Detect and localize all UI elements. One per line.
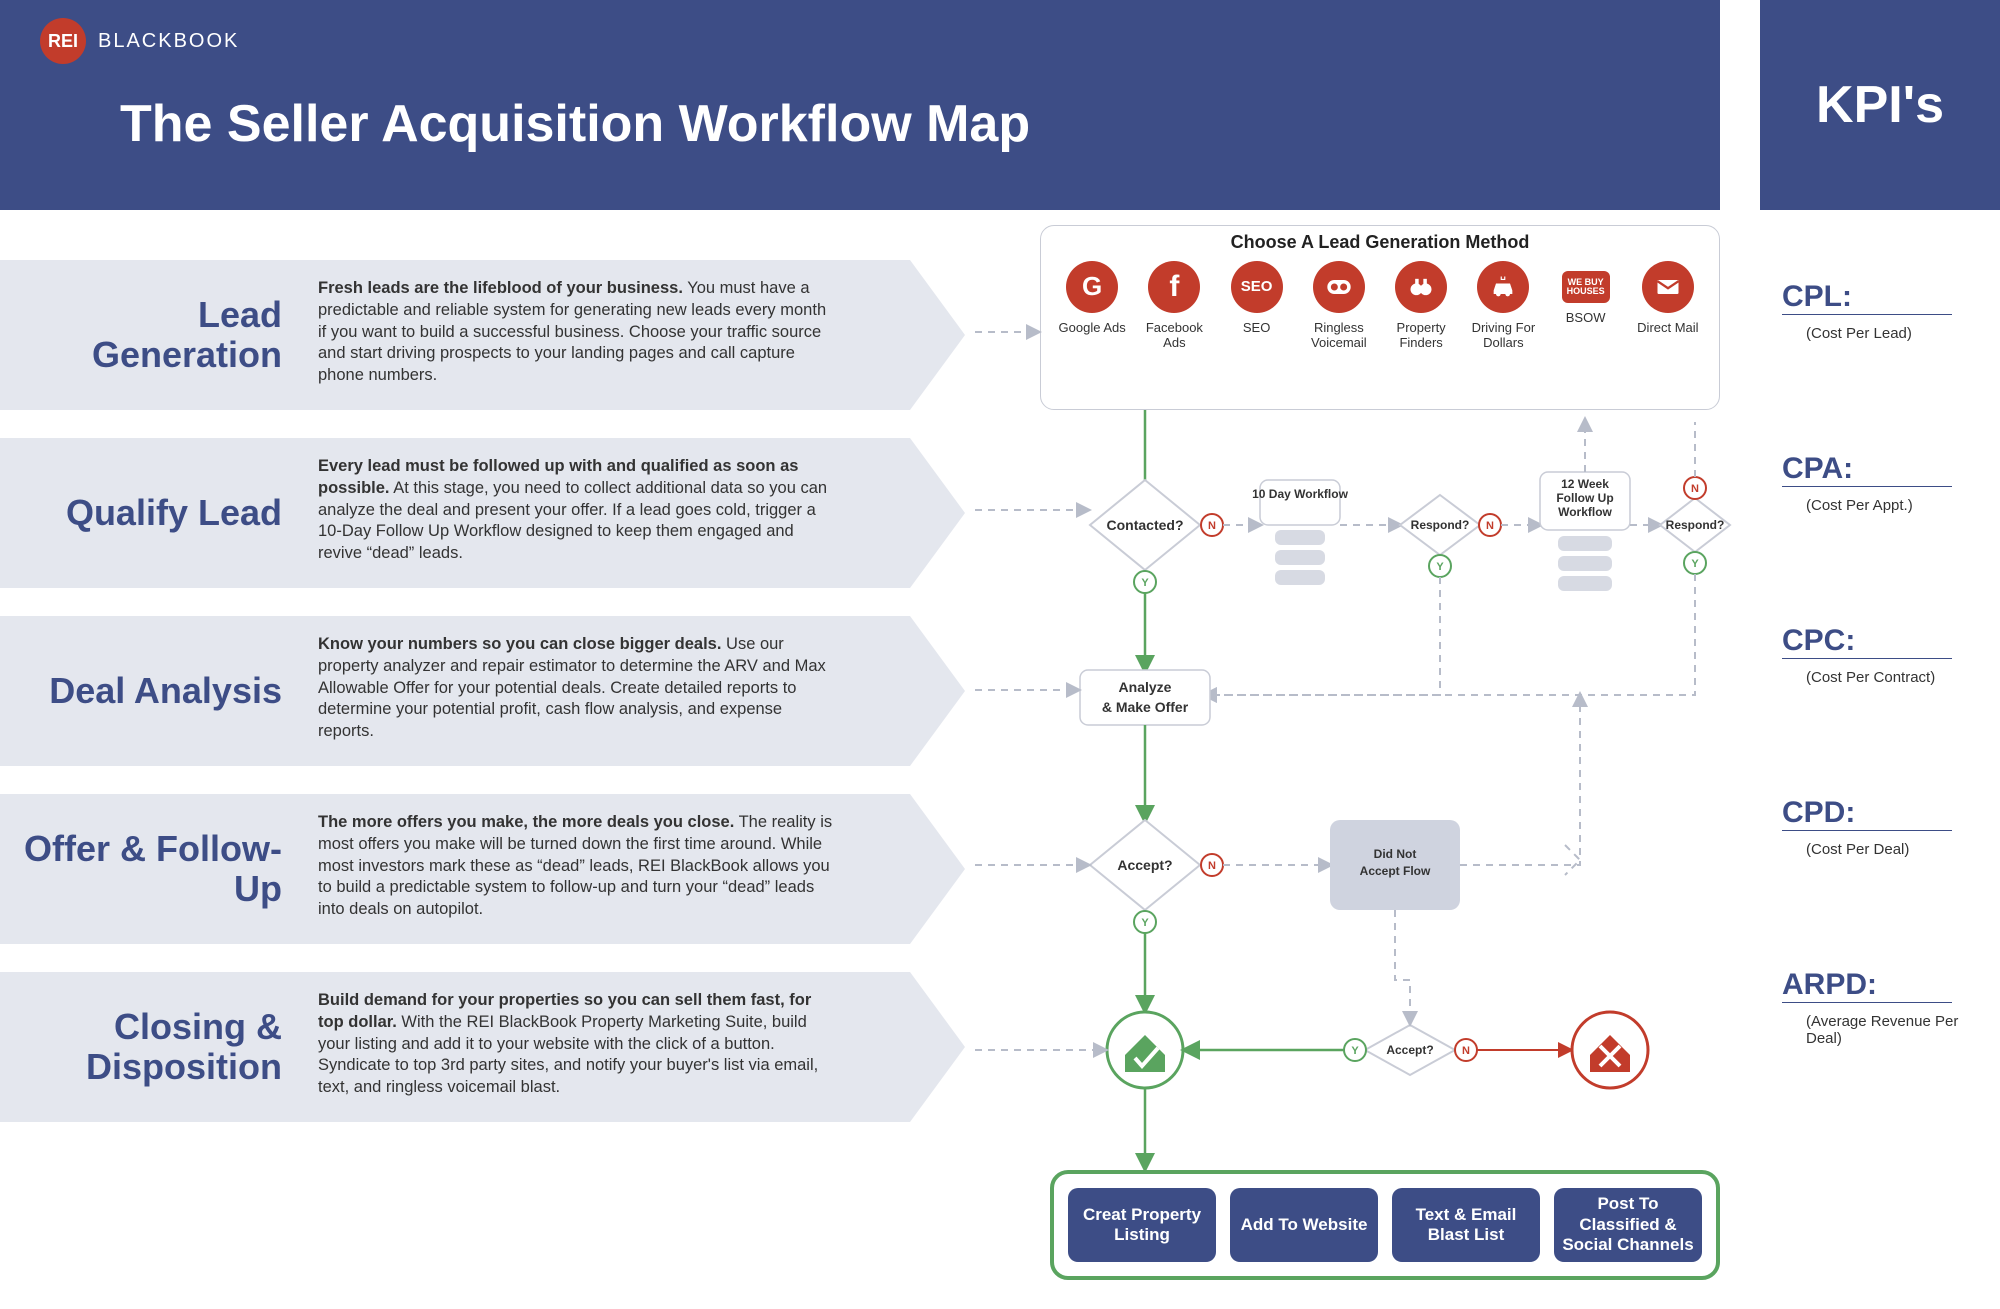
node-respond-1: Respond? — [1400, 495, 1480, 555]
stage-title: Qualify Lead — [20, 438, 290, 588]
header-main: REI BLACKBOOK The Seller Acquisition Wor… — [0, 0, 1720, 210]
kpi-abbr: ARPD: — [1782, 968, 1952, 1003]
node-respond-2: Respond? — [1660, 498, 1730, 552]
kpi-abbr: CPA: — [1782, 452, 1952, 487]
node-10day-workflow: 10 Day Workflow — [1252, 480, 1348, 585]
header-kpi: KPI's — [1760, 0, 2000, 210]
svg-text:& Make Offer: & Make Offer — [1102, 699, 1189, 715]
stage-body: Build demand for your properties so you … — [318, 990, 838, 1099]
kpi-sub: (Cost Per Deal) — [1806, 841, 1978, 858]
stage-lead-generation: Lead Generation Fresh leads are the life… — [0, 260, 920, 420]
svg-text:Accept Flow: Accept Flow — [1360, 864, 1431, 878]
kpi-cpd: CPD: (Cost Per Deal) — [1782, 796, 1978, 858]
stage-closing-disposition: Closing & Disposition Build demand for y… — [0, 972, 920, 1132]
node-closing-fail — [1572, 1012, 1648, 1088]
svg-text:N: N — [1208, 860, 1216, 872]
kpi-sub: (Cost Per Contract) — [1806, 669, 1978, 686]
action-blast-list: Text & Email Blast List — [1392, 1188, 1540, 1262]
kpi-cpc: CPC: (Cost Per Contract) — [1782, 624, 1978, 686]
kpi-header-title: KPI's — [1816, 75, 1944, 135]
closing-actions-frame: Creat Property Listing Add To Website Te… — [1050, 1170, 1720, 1280]
node-closing-success — [1107, 1012, 1183, 1088]
action-add-website: Add To Website — [1230, 1188, 1378, 1262]
svg-text:Workflow: Workflow — [1558, 505, 1612, 519]
stage-deal-analysis: Deal Analysis Know your numbers so you c… — [0, 616, 920, 776]
kpi-cpl: CPL: (Cost Per Lead) — [1782, 280, 1978, 342]
kpi-sub: (Average Revenue Per Deal) — [1806, 1013, 1978, 1047]
logo-badge: REI — [40, 18, 86, 64]
kpi-arpd: ARPD: (Average Revenue Per Deal) — [1782, 968, 1978, 1047]
stage-body: The more offers you make, the more deals… — [318, 812, 838, 921]
kpi-abbr: CPC: — [1782, 624, 1952, 659]
node-contacted: Contacted? — [1090, 480, 1200, 570]
stage-title: Closing & Disposition — [20, 972, 290, 1122]
stages-column: Lead Generation Fresh leads are the life… — [0, 260, 920, 1150]
stage-body: Every lead must be followed up with and … — [318, 456, 838, 565]
svg-text:Accept?: Accept? — [1386, 1043, 1433, 1057]
kpi-panel: CPL: (Cost Per Lead) CPA: (Cost Per Appt… — [1760, 210, 2000, 1304]
svg-text:N: N — [1462, 1045, 1470, 1057]
stage-body: Fresh leads are the lifeblood of your bu… — [318, 278, 838, 387]
node-accept: Accept? — [1090, 820, 1200, 910]
svg-text:N: N — [1691, 483, 1699, 495]
svg-text:Y: Y — [1141, 577, 1149, 589]
svg-text:10 Day Workflow: 10 Day Workflow — [1252, 487, 1348, 501]
node-accept-2: Accept? — [1365, 1025, 1455, 1075]
flowchart: Contacted? N 10 Day Workflow Respond? N … — [960, 210, 1740, 1304]
svg-text:N: N — [1208, 520, 1216, 532]
svg-text:Follow Up: Follow Up — [1556, 491, 1613, 505]
page-title: The Seller Acquisition Workflow Map — [120, 94, 1680, 154]
stage-body: Know your numbers so you can close bigge… — [318, 634, 838, 743]
svg-text:Respond?: Respond? — [1666, 518, 1725, 532]
kpi-abbr: CPD: — [1782, 796, 1952, 831]
svg-text:N: N — [1486, 520, 1494, 532]
stage-qualify-lead: Qualify Lead Every lead must be followed… — [0, 438, 920, 598]
stage-offer-followup: Offer & Follow-Up The more offers you ma… — [0, 794, 920, 954]
svg-text:Y: Y — [1351, 1045, 1359, 1057]
node-analyze: Analyze & Make Offer — [1080, 670, 1210, 725]
kpi-sub: (Cost Per Lead) — [1806, 325, 1978, 342]
svg-text:Contacted?: Contacted? — [1107, 517, 1184, 533]
svg-text:Analyze: Analyze — [1119, 679, 1172, 695]
stage-title: Deal Analysis — [20, 616, 290, 766]
logo: REI BLACKBOOK — [40, 18, 1680, 64]
svg-text:Y: Y — [1141, 917, 1149, 929]
kpi-abbr: CPL: — [1782, 280, 1952, 315]
svg-text:Y: Y — [1691, 558, 1699, 570]
logo-text: BLACKBOOK — [98, 30, 239, 53]
svg-text:Respond?: Respond? — [1411, 518, 1470, 532]
svg-text:Accept?: Accept? — [1117, 857, 1172, 873]
node-dna-flow: Did Not Accept Flow — [1330, 820, 1460, 910]
kpi-cpa: CPA: (Cost Per Appt.) — [1782, 452, 1978, 514]
stage-title: Lead Generation — [20, 260, 290, 410]
action-post-channels: Post To Classified & Social Channels — [1554, 1188, 1702, 1262]
kpi-sub: (Cost Per Appt.) — [1806, 497, 1978, 514]
action-create-listing: Creat Property Listing — [1068, 1188, 1216, 1262]
stage-title: Offer & Follow-Up — [20, 794, 290, 944]
svg-text:12 Week: 12 Week — [1561, 477, 1609, 491]
svg-text:Did Not: Did Not — [1374, 847, 1417, 861]
node-12week-workflow: 12 Week Follow Up Workflow — [1540, 472, 1630, 591]
svg-text:Y: Y — [1436, 561, 1444, 573]
